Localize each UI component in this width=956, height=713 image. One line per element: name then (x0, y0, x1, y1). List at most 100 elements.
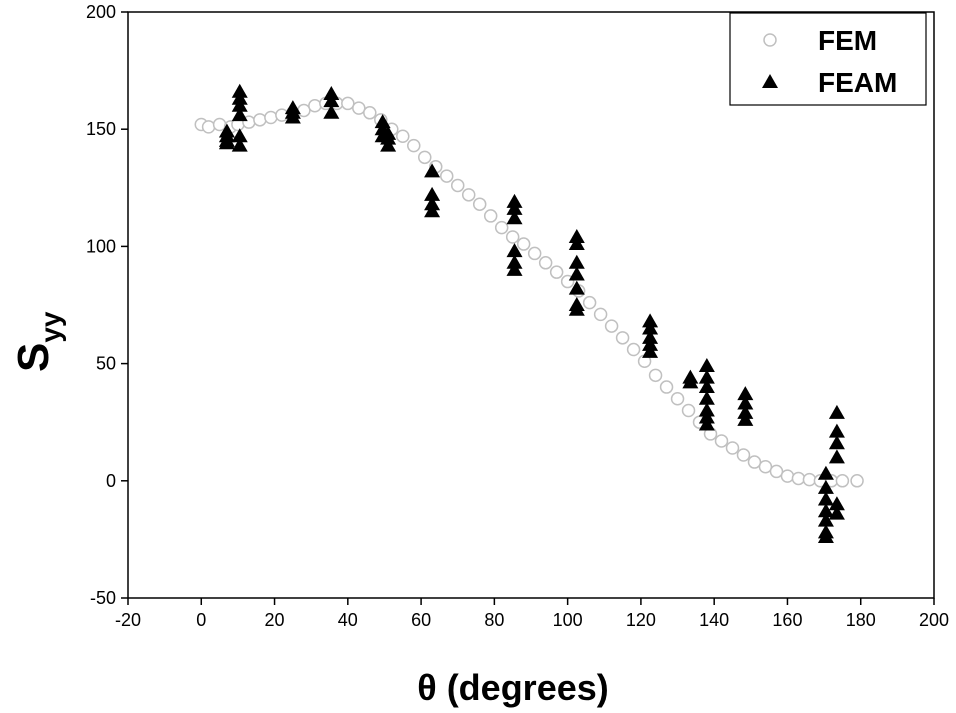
point (642, 343, 659, 358)
point (582, 295, 597, 310)
plot-frame (127, 11, 935, 599)
point (407, 138, 421, 153)
point (850, 474, 864, 488)
point (725, 441, 740, 455)
point (231, 90, 248, 105)
point (323, 104, 340, 119)
point (527, 246, 542, 261)
legend-marker (762, 74, 778, 88)
point (604, 319, 619, 333)
x-tick-label: 160 (772, 610, 802, 630)
point (461, 188, 476, 202)
point (424, 203, 441, 218)
point (737, 404, 754, 419)
point (506, 210, 523, 225)
point (231, 83, 248, 98)
point (231, 107, 248, 122)
x-tick-label: 40 (338, 610, 358, 630)
point (568, 254, 585, 269)
point (659, 380, 674, 394)
point (506, 200, 523, 215)
point (231, 97, 248, 112)
point (505, 230, 520, 244)
point (418, 150, 432, 165)
point (231, 137, 248, 152)
legend-label: FEAM (818, 67, 897, 98)
point (737, 395, 754, 410)
point (615, 331, 630, 345)
y-tick-label: 100 (86, 236, 116, 256)
point (424, 163, 441, 178)
point (568, 280, 585, 295)
point (642, 329, 659, 344)
point (374, 114, 391, 129)
point (593, 307, 608, 322)
point (626, 342, 641, 357)
legend-label: FEM (818, 25, 877, 56)
point (297, 103, 311, 118)
point (828, 449, 845, 464)
point (275, 108, 289, 122)
y-tick-label: 150 (86, 119, 116, 139)
x-tick-label: 180 (846, 610, 876, 630)
x-tick-label: 140 (699, 610, 729, 630)
point (424, 196, 441, 211)
point (714, 434, 729, 448)
point (264, 110, 278, 125)
y-tick-label: -50 (90, 588, 116, 608)
point (828, 423, 845, 438)
point (516, 237, 531, 251)
point (802, 472, 817, 487)
point (352, 101, 366, 115)
point (494, 220, 509, 235)
x-tick-label: 80 (484, 610, 504, 630)
point (828, 404, 845, 419)
point (747, 455, 762, 469)
point (817, 512, 834, 527)
point (681, 403, 696, 418)
x-tick-label: -20 (115, 610, 141, 630)
point (698, 402, 715, 417)
x-tick-label: 120 (626, 610, 656, 630)
point (642, 336, 659, 351)
point (506, 254, 523, 269)
point (828, 496, 845, 511)
point (698, 357, 715, 372)
y-tick-label: 50 (96, 354, 116, 374)
point (253, 113, 267, 127)
point (698, 390, 715, 405)
point (642, 320, 659, 335)
point (642, 313, 659, 328)
x-tick-label: 200 (919, 610, 949, 630)
point (212, 117, 227, 132)
point (817, 529, 834, 544)
point (380, 130, 397, 145)
point (736, 448, 751, 462)
point (323, 93, 340, 108)
point (737, 386, 754, 401)
y-tick-label: 0 (106, 471, 116, 491)
point (231, 128, 248, 143)
point (568, 266, 585, 281)
legend-box (729, 12, 927, 106)
point (568, 236, 585, 251)
point (341, 96, 355, 111)
point (737, 411, 754, 426)
point (568, 229, 585, 244)
point (698, 369, 715, 384)
point (549, 265, 564, 279)
point (682, 374, 699, 389)
point (380, 137, 397, 152)
x-tick-label: 60 (411, 610, 431, 630)
y-axis-label: Syy (9, 311, 66, 372)
point (201, 120, 216, 134)
point (698, 409, 715, 424)
legend-marker (763, 33, 777, 47)
point (698, 379, 715, 394)
point (483, 209, 498, 223)
x-axis-label: θ (degrees) (417, 667, 609, 708)
point (363, 106, 377, 120)
point (828, 505, 845, 520)
point (424, 186, 441, 201)
